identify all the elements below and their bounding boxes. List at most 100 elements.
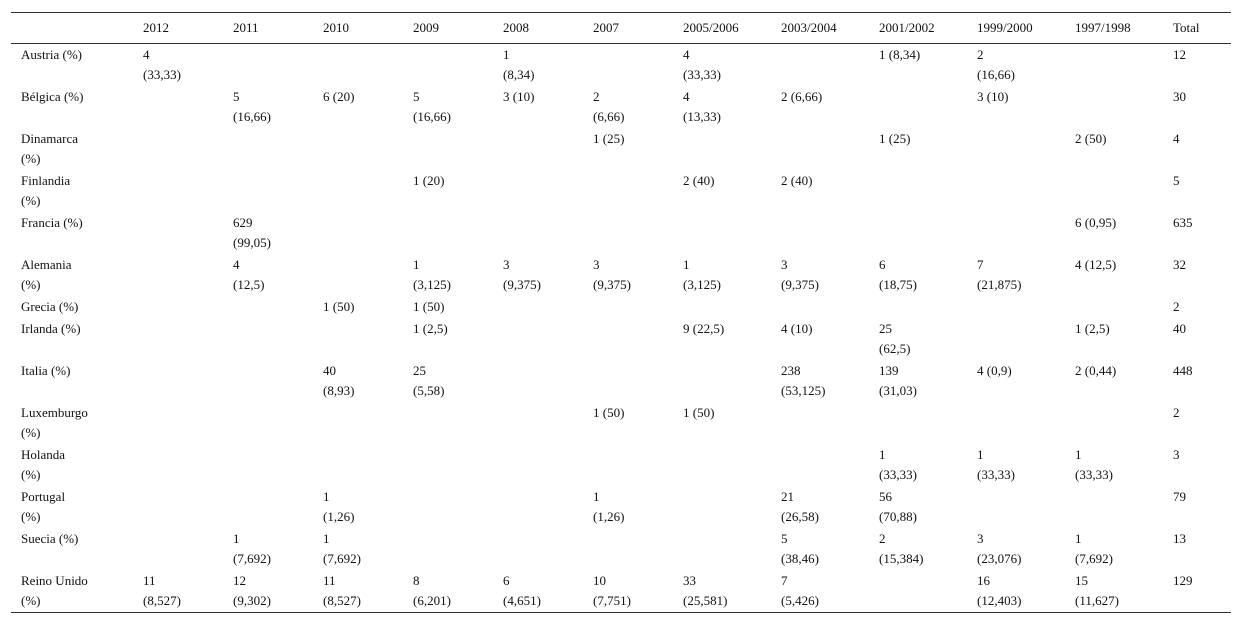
table-cell bbox=[869, 212, 967, 254]
table-cell: 3 (10) bbox=[503, 89, 535, 104]
table-cell bbox=[313, 212, 403, 254]
table-cell: 1 (25) bbox=[593, 131, 625, 146]
table-cell: 1 (50) bbox=[683, 405, 715, 420]
row-label: Luxemburgo (%) bbox=[21, 405, 88, 440]
row-label: Irlanda (%) bbox=[21, 321, 81, 336]
table-cell bbox=[967, 170, 1065, 212]
table-cell: 3 (23,076) bbox=[977, 531, 1022, 566]
table-cell: 56 (70,88) bbox=[879, 489, 917, 524]
table-cell bbox=[771, 44, 869, 87]
table-cell bbox=[673, 360, 771, 402]
table-cell: 2 (40) bbox=[683, 173, 715, 188]
table-cell: 448 bbox=[1173, 363, 1193, 378]
table-cell: 1 (7,692) bbox=[1075, 531, 1113, 566]
header-cell: 2007 bbox=[583, 12, 673, 44]
table-cell: 6 (20) bbox=[323, 89, 355, 104]
table-cell bbox=[133, 402, 223, 444]
table-cell: 4 (33,33) bbox=[683, 47, 721, 82]
table-cell: 79 bbox=[1173, 489, 1186, 504]
table-cell bbox=[133, 212, 223, 254]
table-cell bbox=[869, 296, 967, 318]
table-row: Bélgica (%) 5 (16,66) 6 (20) 5 (16,66) 3 (10… bbox=[11, 86, 1231, 128]
table-cell bbox=[673, 486, 771, 528]
table-cell bbox=[133, 360, 223, 402]
table-cell: 4 (10) bbox=[781, 321, 813, 336]
table-cell bbox=[313, 128, 403, 170]
header-cell: 2010 bbox=[313, 12, 403, 44]
table-cell bbox=[1065, 296, 1163, 318]
table-cell bbox=[967, 402, 1065, 444]
table-row: Suecia (%) 1 (7,692) 1 (7,692) 5 (38,46) 2 (… bbox=[11, 528, 1231, 570]
table-cell bbox=[313, 402, 403, 444]
row-label: Portugal (%) bbox=[21, 489, 66, 524]
table-cell: 12 (9,302) bbox=[233, 573, 271, 608]
table-cell bbox=[223, 44, 313, 87]
table-cell bbox=[583, 360, 673, 402]
table-cell bbox=[869, 402, 967, 444]
table-cell: 11 (8,527) bbox=[143, 573, 181, 608]
table-cell bbox=[133, 444, 223, 486]
table-cell: 40 bbox=[1173, 321, 1186, 336]
table-cell: 1 (3,125) bbox=[413, 257, 451, 292]
table-cell bbox=[673, 128, 771, 170]
table-cell bbox=[223, 318, 313, 360]
row-label: Italia (%) bbox=[21, 363, 71, 378]
table-cell bbox=[493, 486, 583, 528]
table-cell bbox=[771, 296, 869, 318]
table-cell bbox=[133, 296, 223, 318]
table-cell bbox=[583, 296, 673, 318]
table-cell bbox=[967, 296, 1065, 318]
row-label: Francia (%) bbox=[21, 215, 83, 230]
table-cell bbox=[133, 128, 223, 170]
table-cell bbox=[1065, 402, 1163, 444]
table-cell bbox=[133, 318, 223, 360]
table-cell bbox=[967, 212, 1065, 254]
table-cell: 629 (99,05) bbox=[233, 215, 271, 250]
table-cell: 1 (3,125) bbox=[683, 257, 721, 292]
table-cell: 1 (7,692) bbox=[323, 531, 361, 566]
table-header: 2012 2011 2010 2009 2008 2007 2005/2006 2003/20… bbox=[11, 12, 1231, 44]
table-cell: 1 (33,33) bbox=[977, 447, 1015, 482]
table-cell bbox=[869, 86, 967, 128]
table-cell bbox=[493, 212, 583, 254]
table-cell bbox=[223, 296, 313, 318]
table-cell bbox=[403, 528, 493, 570]
table-cell bbox=[1065, 44, 1163, 87]
table-cell bbox=[583, 528, 673, 570]
header-cell: 1997/1998 bbox=[1065, 12, 1163, 44]
table-cell bbox=[1065, 486, 1163, 528]
table-cell bbox=[313, 254, 403, 296]
table-cell bbox=[771, 212, 869, 254]
table-cell: 30 bbox=[1173, 89, 1186, 104]
table-cell bbox=[133, 86, 223, 128]
table-cell: 11 (8,527) bbox=[323, 573, 361, 608]
table-cell: 1 (50) bbox=[413, 299, 445, 314]
table-cell bbox=[673, 296, 771, 318]
table-cell bbox=[583, 44, 673, 87]
table-cell: 129 bbox=[1173, 573, 1193, 588]
table-cell bbox=[313, 44, 403, 87]
header-cell bbox=[11, 12, 133, 44]
table-cell: 3 (9,375) bbox=[593, 257, 631, 292]
table-cell: 7 (5,426) bbox=[781, 573, 819, 608]
table-cell: 635 bbox=[1173, 215, 1193, 230]
table-cell bbox=[1065, 170, 1163, 212]
table-cell: 4 (12,5) bbox=[1075, 257, 1117, 272]
table-cell bbox=[673, 444, 771, 486]
header-row: 2012 2011 2010 2009 2008 2007 2005/2006 2003/20… bbox=[11, 12, 1231, 44]
table-cell: 1 (25) bbox=[879, 131, 911, 146]
table-cell: 32 bbox=[1173, 257, 1186, 272]
table-row: Reino Unido (%) 11 (8,527) 12 (9,302) 11 (8… bbox=[11, 570, 1231, 613]
row-label: Grecia (%) bbox=[21, 299, 79, 314]
table-cell: 2 (0,44) bbox=[1075, 363, 1117, 378]
table-cell bbox=[223, 486, 313, 528]
table-cell bbox=[869, 570, 967, 613]
header-cell: 2011 bbox=[223, 12, 313, 44]
table-cell bbox=[223, 170, 313, 212]
table-cell bbox=[493, 402, 583, 444]
table-cell: 2 (6,66) bbox=[781, 89, 823, 104]
table-cell: 6 (0,95) bbox=[1075, 215, 1117, 230]
header-cell: 2001/2002 bbox=[869, 12, 967, 44]
table-cell bbox=[403, 444, 493, 486]
